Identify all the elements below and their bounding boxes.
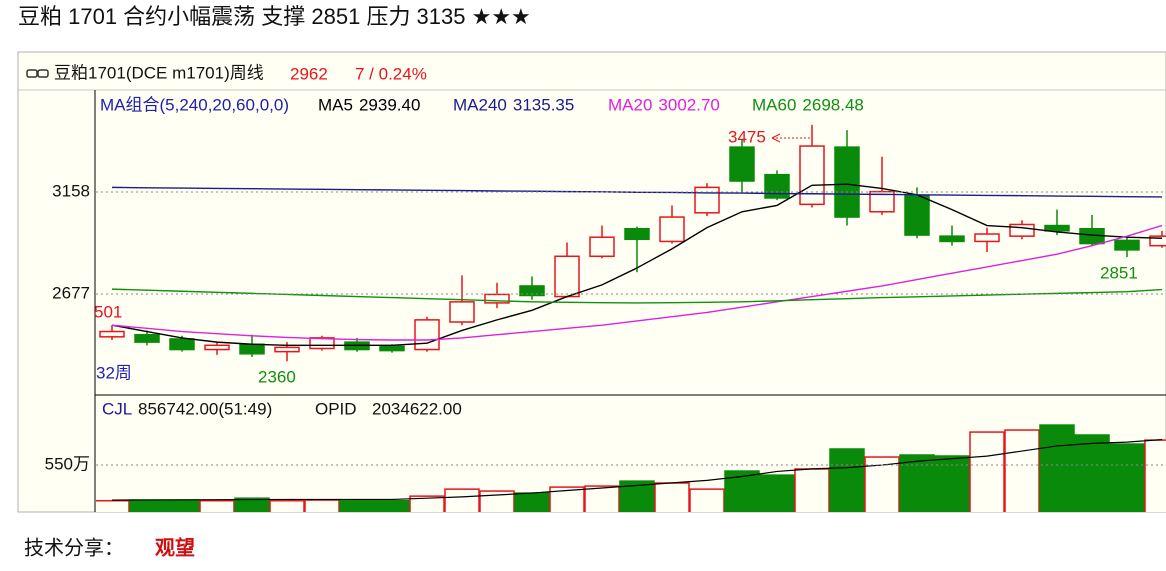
volume-bar: [1074, 434, 1110, 512]
annotation: 501: [94, 302, 122, 321]
volume-bar: [654, 482, 690, 512]
annotation: 2851: [1100, 263, 1138, 282]
y-tick-label: 3158: [52, 182, 90, 201]
volume-bar: [584, 485, 620, 512]
candle-body: [239, 343, 265, 355]
legend-value: 2939.40: [359, 95, 420, 114]
annotation-arrowhead: [771, 133, 781, 143]
oi-name: OPID: [315, 399, 357, 418]
ma-title: MA组合(5,240,20,60,0,0): [100, 95, 289, 114]
candle-body: [414, 319, 440, 351]
candle-body: [799, 145, 825, 206]
candle-body: [834, 146, 860, 218]
candle-body: [554, 255, 580, 298]
ma-line: [111, 224, 1163, 341]
volume-bar: [759, 474, 795, 512]
candle-body: [1009, 223, 1035, 237]
volume-bar: [514, 492, 550, 512]
last-price: 2962: [290, 64, 328, 83]
legend-name: MA20: [608, 95, 652, 114]
candle-body: [764, 173, 790, 199]
footer-label: 技术分享：: [24, 536, 124, 560]
candle-body: [589, 236, 615, 258]
legend-name: MA60: [752, 95, 796, 114]
volume-bar: [899, 454, 935, 512]
candle-body: [939, 235, 965, 243]
link-icon: [26, 69, 49, 78]
candle-body: [379, 345, 405, 352]
candle-body: [659, 216, 685, 243]
candle-body: [449, 301, 475, 323]
volume-bar: [1039, 424, 1075, 512]
candle-body: [729, 146, 755, 182]
volume-bar: [689, 488, 725, 512]
annotation: 2360: [258, 367, 296, 386]
candle-body: [624, 227, 650, 241]
candle-body: [904, 195, 930, 236]
volume-bar: [269, 499, 305, 512]
volume-bar: [479, 490, 515, 512]
annotation: 3475: [728, 127, 766, 146]
price-change: 7 / 0.24%: [355, 64, 427, 83]
volume-bar: [129, 499, 165, 512]
candle-body: [204, 344, 230, 351]
y-tick-label: 550万: [45, 455, 90, 474]
volume-bar: [444, 488, 480, 512]
candle-body: [974, 233, 1000, 243]
volume-bar: [794, 468, 830, 512]
legend-value: 3002.70: [658, 95, 719, 114]
candle-body: [274, 346, 300, 353]
volume-bar: [829, 448, 865, 512]
annotation: 32周: [96, 363, 132, 382]
volume-bar: [234, 497, 270, 512]
volume-ma-line: [111, 438, 1163, 501]
volume-bar: [199, 499, 235, 512]
volume-bar: [969, 431, 1005, 512]
candle-body: [694, 186, 720, 214]
footer-verdict: 观望: [155, 536, 195, 560]
candle-body: [99, 330, 125, 338]
legend-value: 3135.35: [513, 95, 574, 114]
y-tick-label: 2677: [52, 283, 90, 302]
volume-legend-value: 856742.00(51:49): [138, 399, 272, 418]
candle-body: [1114, 239, 1140, 251]
candle-body: [1044, 224, 1070, 232]
volume-plot: [96, 424, 1166, 512]
chart-title: 豆粕1701(DCE m1701)周线: [54, 63, 264, 82]
volume-bar: [164, 499, 200, 512]
volume-bar: [304, 499, 340, 512]
candle-body: [134, 333, 160, 343]
legend-name: MA240: [453, 95, 507, 114]
volume-bar: [1004, 429, 1040, 512]
volume-bar: [409, 495, 445, 512]
volume-bar: [374, 499, 410, 512]
page-title: 豆粕 1701 合约小幅震荡 支撑 2851 压力 3135 ★★★: [18, 4, 531, 29]
candle-body: [169, 338, 195, 351]
volume-bar: [96, 499, 130, 512]
legend-name: MA5: [318, 95, 353, 114]
volume-bar: [339, 499, 375, 512]
ma-line: [111, 183, 1163, 347]
candle-body: [519, 285, 545, 297]
volume-bar: [1109, 443, 1145, 512]
volume-name: CJL: [102, 399, 132, 418]
candle-body: [309, 337, 335, 350]
volume-bar: [1144, 439, 1166, 512]
legend-value: 2698.48: [802, 95, 863, 114]
oi-value: 2034622.00: [372, 399, 462, 418]
candle-body: [1149, 235, 1166, 247]
